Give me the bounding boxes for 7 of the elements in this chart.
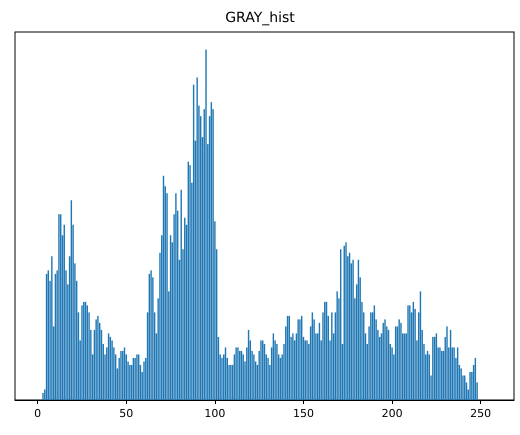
- x-tick-label: 0: [34, 407, 42, 420]
- chart-title: GRAY_hist: [225, 10, 296, 26]
- x-tick-label: 250: [470, 407, 492, 420]
- x-tick-label: 100: [204, 407, 226, 420]
- x-tick-label: 50: [119, 407, 134, 420]
- x-tick-label: 200: [382, 407, 403, 420]
- x-tick-label: 150: [292, 407, 314, 420]
